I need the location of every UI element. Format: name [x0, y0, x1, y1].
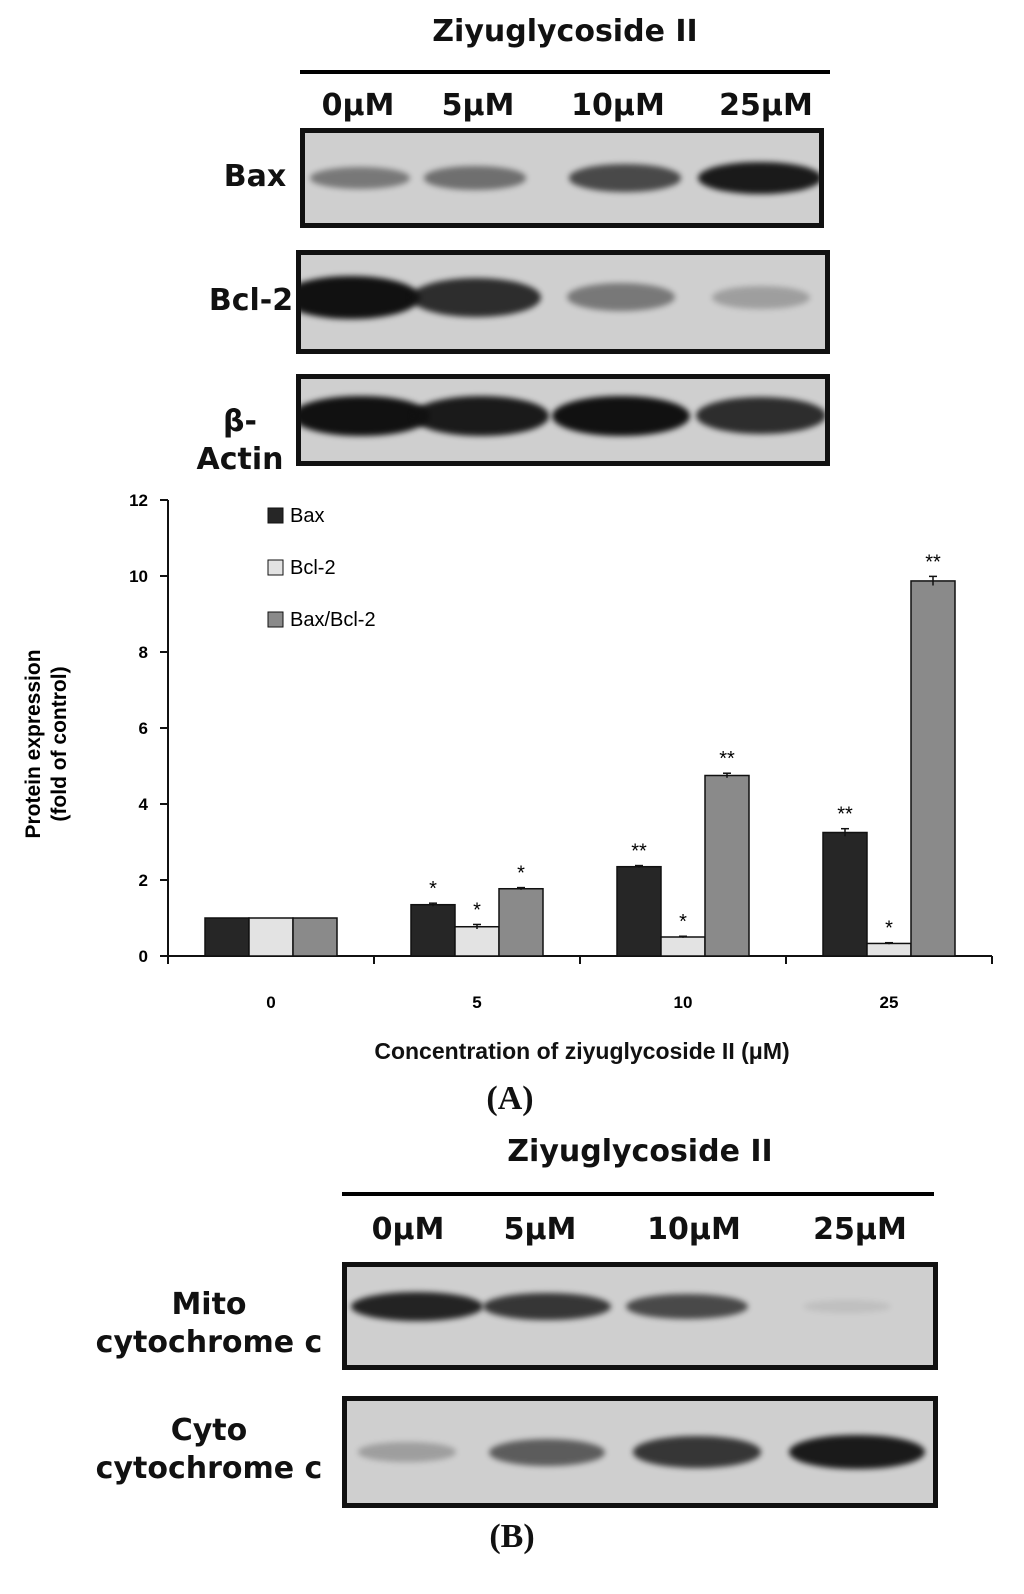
blot-label-cyto-line1: Cyto [170, 1413, 248, 1448]
bar-bax-bcl-2 [498, 887, 544, 957]
blot-band [789, 1434, 925, 1470]
y-axis-label-line1: Protein expression [22, 649, 45, 838]
y-tick-label: 6 [139, 719, 148, 738]
bar-bax-bcl-2 [704, 774, 750, 957]
significance-label: ** [925, 551, 941, 573]
y-tick-label: 10 [129, 567, 148, 586]
blot-band [310, 166, 410, 190]
y-axis: 0 2 4 6 8 10 12 [129, 491, 169, 966]
blot-band [633, 1436, 761, 1468]
panel-a-lane-label-3: 25μM [719, 88, 813, 123]
y-axis-label-line2: (fold of control) [48, 666, 71, 821]
blot-band [712, 285, 810, 309]
bar-bax-bcl-2 [292, 917, 338, 957]
legend-swatch [267, 611, 284, 628]
blot-band [301, 395, 430, 437]
blot-band [566, 283, 676, 312]
panel-b-lane-label-1: 5μM [503, 1212, 577, 1247]
blot-band [696, 397, 825, 435]
blot-band [488, 1438, 606, 1466]
x-tick-label: 25 [880, 993, 899, 1012]
blot-band [413, 396, 549, 436]
panel-b-treatment-line [342, 1192, 934, 1196]
panel-b-lane-label-0: 0μM [371, 1212, 445, 1247]
significance-label: * [885, 918, 893, 940]
blot-bax [300, 128, 824, 228]
legend-swatch [267, 507, 284, 524]
blot-band [569, 164, 681, 192]
bar-bax-bcl-2 [910, 580, 956, 957]
blot-band [697, 161, 819, 195]
panel-b-label: (B) [489, 1518, 535, 1555]
x-axis: 0 5 10 25 [167, 955, 993, 1012]
blot-bcl2 [296, 250, 830, 354]
x-tick-label: 10 [674, 993, 693, 1012]
x-tick-label: 5 [472, 993, 481, 1012]
y-tick-label: 8 [139, 643, 148, 662]
blot-beta-actin [296, 374, 830, 466]
blot-band [350, 1291, 484, 1321]
blot-label-cyto-line2: cytochrome c [95, 1451, 323, 1486]
legend-label: Bcl-2 [290, 557, 336, 579]
panel-a-lane-label-2: 10μM [571, 88, 665, 123]
blot-band [411, 277, 541, 317]
blot-band [301, 275, 420, 319]
blot-label-cyto-cytochrome-c: Cyto cytochrome c [84, 1412, 334, 1488]
bar-bax [616, 865, 662, 957]
blot-band [802, 1299, 892, 1313]
bar-bax [204, 917, 250, 957]
bar-bax [410, 903, 456, 957]
blot-label-bax: Bax [223, 159, 287, 194]
panel-a-treatment-title: Ziyuglycoside II [432, 14, 698, 49]
blot-label-mito-line2: cytochrome c [95, 1325, 323, 1360]
legend: Bax Bcl-2 Bax/Bcl-2 [267, 505, 376, 631]
significance-label: ** [631, 841, 647, 863]
significance-label: * [473, 899, 481, 921]
blot-cyto-cytochrome-c [342, 1396, 938, 1508]
x-axis-title: Concentration of ziyuglycoside II (μM) [374, 1038, 790, 1064]
x-tick-label: 0 [266, 993, 275, 1012]
blot-label-mito-line1: Mito [171, 1287, 247, 1322]
blot-band [483, 1292, 611, 1320]
bar-bcl-2 [454, 925, 500, 957]
blot-mito-cytochrome-c [342, 1262, 938, 1370]
blot-label-beta-actin: β-Actin [196, 404, 284, 477]
legend-swatch [267, 559, 284, 576]
blot-band [424, 166, 526, 190]
y-tick-label: 12 [129, 491, 148, 510]
legend-label: Bax/Bcl-2 [290, 609, 376, 631]
y-tick-label: 0 [139, 947, 148, 966]
panel-b-lane-label-2: 10μM [647, 1212, 741, 1247]
bar-bcl-2 [248, 917, 294, 957]
bar-bcl-2 [866, 942, 912, 957]
panel-b-treatment-title: Ziyuglycoside II [507, 1134, 773, 1169]
y-tick-label: 4 [139, 795, 149, 814]
panel-a-lane-label-1: 5μM [441, 88, 515, 123]
significance-label: * [679, 911, 687, 933]
bar-bcl-2 [660, 936, 706, 957]
significance-label: ** [719, 748, 735, 770]
blot-label-mito-cytochrome-c: Mito cytochrome c [84, 1286, 334, 1362]
bars: ******* ****** [204, 551, 956, 957]
blot-band [552, 395, 690, 437]
panel-a-treatment-line [300, 70, 830, 74]
panel-a-lane-label-0: 0μM [321, 88, 395, 123]
blot-band [626, 1293, 748, 1319]
blot-band [358, 1442, 456, 1462]
panel-b-lane-label-3: 25μM [813, 1212, 907, 1247]
y-tick-label: 2 [139, 871, 148, 890]
bar-bax [822, 831, 868, 957]
legend-label: Bax [290, 505, 324, 527]
panel-a-label: (A) [486, 1080, 534, 1117]
significance-label: * [429, 878, 437, 900]
significance-label: * [517, 863, 525, 885]
blot-label-bcl2: Bcl-2 [208, 283, 294, 318]
significance-label: ** [837, 804, 853, 826]
